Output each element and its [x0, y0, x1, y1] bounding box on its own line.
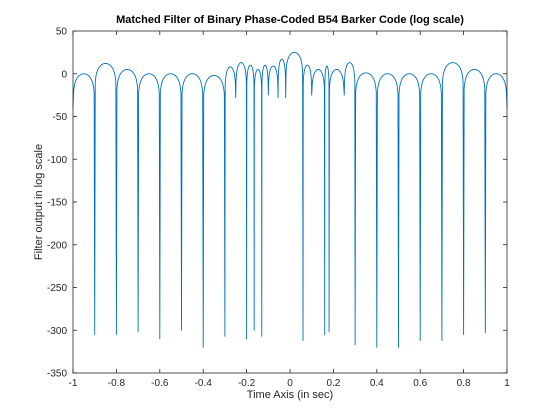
- x-tick-label: -0.6: [151, 378, 169, 389]
- x-tick-label: 0.6: [413, 378, 427, 389]
- x-tick-label: -1: [69, 378, 78, 389]
- x-tick-label: 1: [504, 378, 510, 389]
- x-tick-label: 0.2: [326, 378, 340, 389]
- y-tick-label: 0: [61, 69, 67, 80]
- x-axis-label: Time Axis (in sec): [247, 389, 333, 401]
- axes-layer: -1 -0.8 -0.6 -0.4 -0.2 0 0.2 0.4 0.6 0.8 1 50 0 -50 -1…: [47, 27, 510, 390]
- y-tick-label: 50: [56, 27, 68, 38]
- x-tick-label: -0.2: [238, 378, 256, 389]
- x-tick-label: -0.4: [195, 378, 213, 389]
- x-tick-label: 0: [287, 378, 293, 389]
- series-line: [72, 51, 508, 348]
- y-tick-label: -100: [47, 155, 67, 166]
- series-layer: [72, 51, 508, 348]
- x-tick-label: 0.8: [457, 378, 471, 389]
- y-tick-label: -300: [47, 326, 67, 337]
- y-axis-label: Filter output in log scale: [33, 144, 45, 260]
- y-tick-label: -350: [47, 369, 67, 380]
- y-tick-label: -150: [47, 198, 67, 209]
- y-tick-label: -250: [47, 283, 67, 294]
- y-tick-label: -50: [53, 112, 68, 123]
- x-tick-label: 0.4: [370, 378, 384, 389]
- chart-title: Matched Filter of Binary Phase-Coded B54…: [116, 14, 464, 26]
- plot-area: [73, 31, 507, 373]
- x-tick-label: -0.8: [108, 378, 126, 389]
- y-tick-label: -200: [47, 240, 67, 251]
